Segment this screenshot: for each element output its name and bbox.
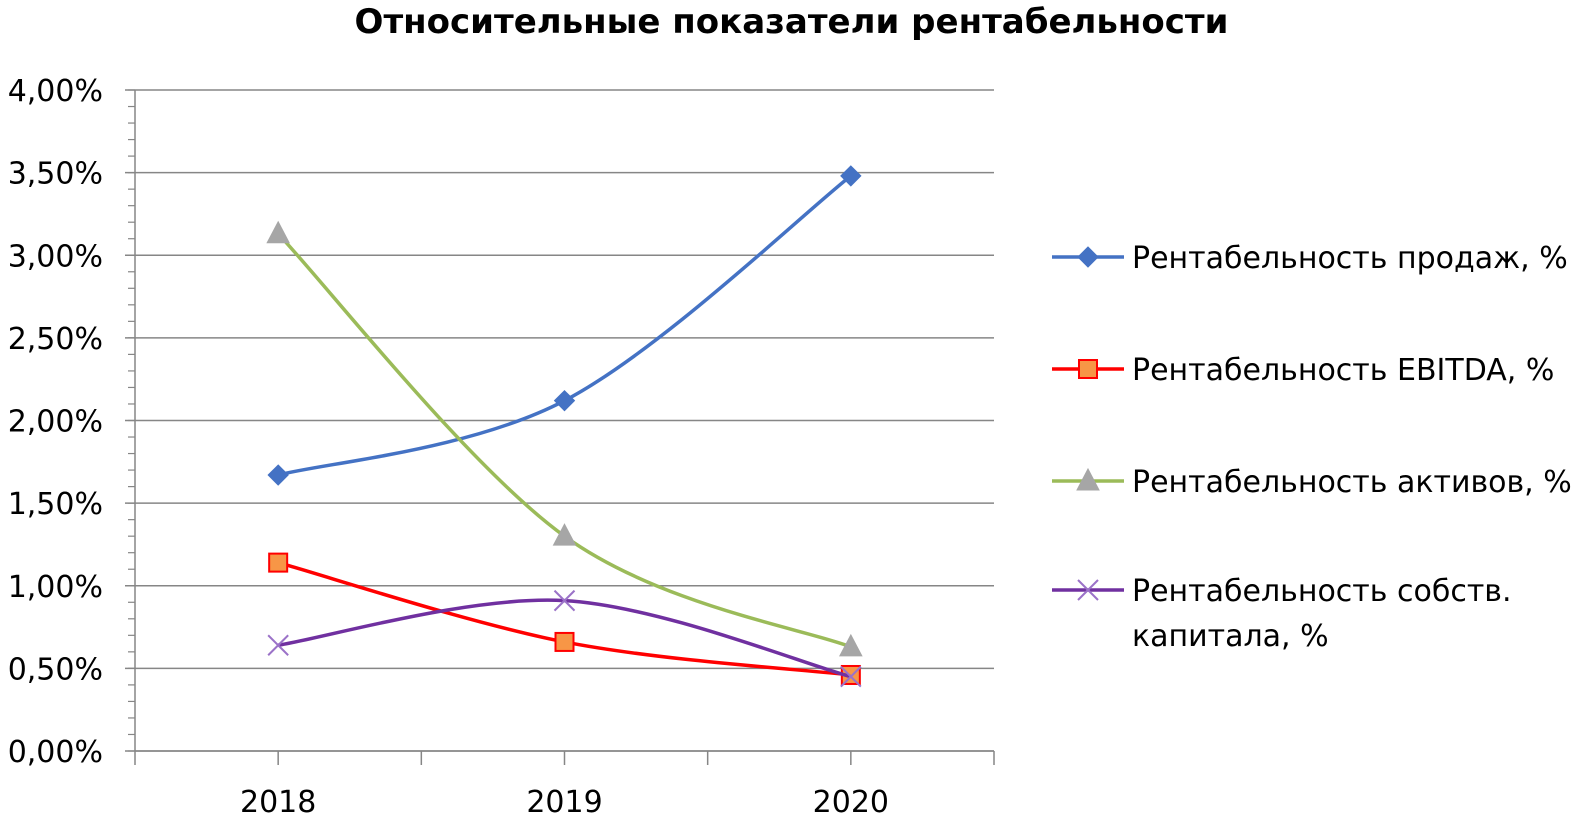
y-tick-label: 3,00%: [8, 239, 103, 274]
legend-label-1: Рентабельность продаж, %: [1132, 241, 1568, 276]
y-tick-label: 0,50%: [8, 652, 103, 687]
x-tick-label: 2020: [813, 785, 889, 820]
legend-label-2: Рентабельность EBITDA, %: [1132, 353, 1554, 388]
legend-marker-4: [1077, 579, 1099, 601]
x-tick-label: 2018: [240, 785, 316, 820]
y-tick-label: 2,50%: [8, 322, 103, 357]
y-tick-label: 1,50%: [8, 487, 103, 522]
data-point-series-4: [267, 634, 289, 656]
chart-title: Относительные показатели рентабельности: [354, 2, 1229, 42]
y-tick-label: 2,00%: [8, 405, 103, 440]
data-point-series-3: [552, 523, 577, 546]
series-line-1: [277, 174, 852, 477]
data-point-series-1: [840, 165, 862, 187]
y-tick-label: 1,00%: [8, 570, 103, 605]
x-tick-label: 2019: [526, 785, 602, 820]
data-point-series-4: [553, 589, 576, 612]
y-tick-label: 3,50%: [8, 157, 103, 192]
data-point-series-1: [267, 464, 289, 486]
data-point-series-2: [268, 552, 289, 573]
y-tick-label: 0,00%: [8, 735, 103, 770]
legend-label-4: капитала, %: [1132, 619, 1329, 654]
data-point-series-3: [839, 633, 863, 657]
legend-marker-1: [1077, 246, 1099, 268]
legend-label-4: Рентабельность собств.: [1132, 574, 1512, 609]
series-line-2: [277, 560, 852, 677]
legend-marker-3: [1076, 467, 1100, 491]
legend-label-3: Рентабельность активов, %: [1132, 465, 1572, 500]
data-point-series-1: [553, 389, 576, 412]
data-point-series-2: [554, 631, 575, 652]
y-tick-label: 4,00%: [8, 74, 103, 109]
data-point-series-4: [840, 665, 862, 688]
legend-marker-2: [1078, 359, 1098, 379]
series-line-3: [276, 232, 852, 649]
data-point-series-3: [266, 220, 290, 244]
